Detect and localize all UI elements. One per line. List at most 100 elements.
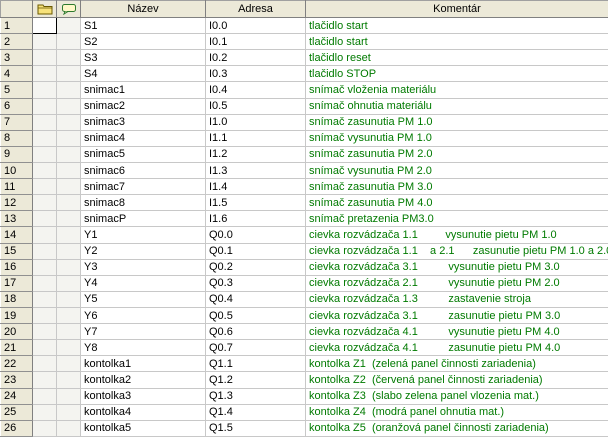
- comment-cell[interactable]: cievka rozvádzača 1.1 vysunutie pietu PM…: [305, 226, 608, 244]
- table-row[interactable]: 8 snimac4 I1.1 snímač vysunutia PM 1.0: [0, 129, 608, 147]
- row-number-cell[interactable]: 16: [0, 258, 33, 276]
- address-cell[interactable]: I0.1: [205, 33, 306, 51]
- name-cell[interactable]: snimac1: [80, 81, 206, 99]
- comment-flag-cell[interactable]: [56, 65, 81, 83]
- row-number-cell[interactable]: 18: [0, 290, 33, 308]
- address-cell[interactable]: I0.0: [205, 16, 306, 35]
- folder-cell[interactable]: [32, 323, 57, 341]
- name-cell[interactable]: snimacP: [80, 210, 206, 228]
- address-cell[interactable]: Q0.5: [205, 306, 306, 325]
- address-column-header[interactable]: Adresa: [205, 0, 306, 18]
- comment-flag-cell[interactable]: [56, 161, 81, 180]
- folder-cell[interactable]: [32, 258, 57, 276]
- folder-cell[interactable]: [32, 387, 57, 405]
- row-number-header[interactable]: [0, 0, 33, 18]
- folder-cell[interactable]: [32, 194, 57, 212]
- address-cell[interactable]: Q0.2: [205, 258, 306, 276]
- row-number-cell[interactable]: 22: [0, 355, 33, 373]
- comment-cell[interactable]: kontolka Z3 (slabo zelena panel vlozenia…: [305, 387, 608, 405]
- comment-flag-cell[interactable]: [56, 403, 81, 421]
- name-cell[interactable]: snimac7: [80, 178, 206, 196]
- comment-flag-cell[interactable]: [56, 306, 81, 325]
- row-number-cell[interactable]: 6: [0, 97, 33, 115]
- name-cell[interactable]: snimac2: [80, 97, 206, 115]
- folder-cell[interactable]: [32, 145, 57, 163]
- comment-cell[interactable]: kontolka Z5 (oranžová panel činnosti zar…: [305, 419, 608, 437]
- address-cell[interactable]: Q0.7: [205, 339, 306, 357]
- table-row[interactable]: 21 Y8 Q0.7 cievka rozvádzača 4.1 zasunutie …: [0, 339, 608, 357]
- row-number-cell[interactable]: 20: [0, 323, 33, 341]
- row-number-cell[interactable]: 21: [0, 339, 33, 357]
- row-number-cell[interactable]: 15: [0, 242, 33, 260]
- table-row[interactable]: 20 Y7 Q0.6 cievka rozvádzača 4.1 vysunutie …: [0, 323, 608, 341]
- comment-cell[interactable]: tlačidlo start: [305, 33, 608, 51]
- table-row[interactable]: 7 snimac3 I1.0 snímač zasunutia PM 1.0: [0, 113, 608, 131]
- folder-cell[interactable]: [32, 306, 57, 325]
- name-cell[interactable]: Y4: [80, 274, 206, 292]
- row-number-cell[interactable]: 8: [0, 129, 33, 147]
- comment-cell[interactable]: cievka rozvádzača 3.1 vysunutie pietu PM…: [305, 258, 608, 276]
- name-cell[interactable]: kontolka3: [80, 387, 206, 405]
- row-number-cell[interactable]: 13: [0, 210, 33, 228]
- row-number-cell[interactable]: 1: [0, 16, 33, 35]
- address-cell[interactable]: Q0.4: [205, 290, 306, 308]
- address-cell[interactable]: Q1.1: [205, 355, 306, 373]
- name-cell[interactable]: snimac3: [80, 113, 206, 131]
- table-row[interactable]: 25 kontolka4 Q1.4 kontolka Z4 (modrá panel …: [0, 403, 608, 421]
- comment-cell[interactable]: kontolka Z1 (zelená panel činnosti zaria…: [305, 355, 608, 373]
- table-row[interactable]: 12 snimac8 I1.5 snímač zasunutia PM 4.0: [0, 194, 608, 212]
- folder-cell[interactable]: [32, 97, 57, 115]
- folder-cell[interactable]: [32, 403, 57, 421]
- comment-cell[interactable]: cievka rozvádzača 4.1 vysunutie pietu PM…: [305, 323, 608, 341]
- name-cell[interactable]: kontolka5: [80, 419, 206, 437]
- name-cell[interactable]: Y6: [80, 306, 206, 325]
- comment-cell[interactable]: cievka rozvádzača 1.1 a 2.1 zasunutie pi…: [305, 242, 608, 260]
- comment-cell[interactable]: tlačidlo reset: [305, 49, 608, 67]
- comment-cell[interactable]: kontolka Z4 (modrá panel ohnutia mat.): [305, 403, 608, 421]
- name-column-header[interactable]: Název: [80, 0, 206, 18]
- name-cell[interactable]: kontolka1: [80, 355, 206, 373]
- comment-cell[interactable]: cievka rozvádzača 4.1 zasunutie pietu PM…: [305, 339, 608, 357]
- table-row[interactable]: 11 snimac7 I1.4 snímač zasunutia PM 3.0: [0, 178, 608, 196]
- comment-flag-cell[interactable]: [56, 226, 81, 244]
- address-cell[interactable]: Q1.5: [205, 419, 306, 437]
- row-number-cell[interactable]: 25: [0, 403, 33, 421]
- comment-cell[interactable]: snímač zasunutia PM 2.0: [305, 145, 608, 163]
- name-cell[interactable]: Y2: [80, 242, 206, 260]
- address-cell[interactable]: Q1.2: [205, 371, 306, 389]
- comment-cell[interactable]: snímač pretazenia PM3.0: [305, 210, 608, 228]
- folder-cell[interactable]: [32, 65, 57, 83]
- table-row[interactable]: 23 kontolka2 Q1.2 kontolka Z2 (červená pane…: [0, 371, 608, 389]
- comment-flag-cell[interactable]: [56, 49, 81, 67]
- comment-column-header[interactable]: [56, 0, 81, 18]
- name-cell[interactable]: Y7: [80, 323, 206, 341]
- table-row[interactable]: 14 Y1 Q0.0 cievka rozvádzača 1.1 vysunutie …: [0, 226, 608, 244]
- folder-cell[interactable]: [32, 226, 57, 244]
- table-row[interactable]: 1 S1 I0.0 tlačidlo start: [0, 16, 608, 35]
- table-row[interactable]: 6 snimac2 I0.5 snímač ohnutia materiálu: [0, 97, 608, 115]
- comment-flag-cell[interactable]: [56, 387, 81, 405]
- table-row[interactable]: 5 snimac1 I0.4 snímač vloženia materiálu: [0, 81, 608, 99]
- comment-flag-cell[interactable]: [56, 145, 81, 163]
- comment-flag-cell[interactable]: [56, 323, 81, 341]
- address-cell[interactable]: I0.2: [205, 49, 306, 67]
- address-cell[interactable]: Q1.3: [205, 387, 306, 405]
- row-number-cell[interactable]: 9: [0, 145, 33, 163]
- folder-cell[interactable]: [32, 371, 57, 389]
- comment-cell[interactable]: cievka rozvádzača 1.3 zastavenie stroja: [305, 290, 608, 308]
- table-row[interactable]: 22 kontolka1 Q1.1 kontolka Z1 (zelená panel…: [0, 355, 608, 373]
- name-cell[interactable]: snimac8: [80, 194, 206, 212]
- comment-flag-cell[interactable]: [56, 242, 81, 260]
- table-row[interactable]: 16 Y3 Q0.2 cievka rozvádzača 3.1 vysunutie …: [0, 258, 608, 276]
- name-cell[interactable]: S3: [80, 49, 206, 67]
- folder-cell[interactable]: [32, 161, 57, 180]
- comment-flag-cell[interactable]: [56, 339, 81, 357]
- folder-cell[interactable]: [32, 210, 57, 228]
- comment-cell[interactable]: snímač zasunutia PM 4.0: [305, 194, 608, 212]
- table-row[interactable]: 9 snimac5 I1.2 snímač zasunutia PM 2.0: [0, 145, 608, 163]
- comment-cell[interactable]: tlačidlo STOP: [305, 65, 608, 83]
- folder-cell[interactable]: [32, 81, 57, 99]
- name-cell[interactable]: kontolka2: [80, 371, 206, 389]
- comment-text-column-header[interactable]: Komentár: [305, 0, 608, 18]
- folder-cell[interactable]: [32, 49, 57, 67]
